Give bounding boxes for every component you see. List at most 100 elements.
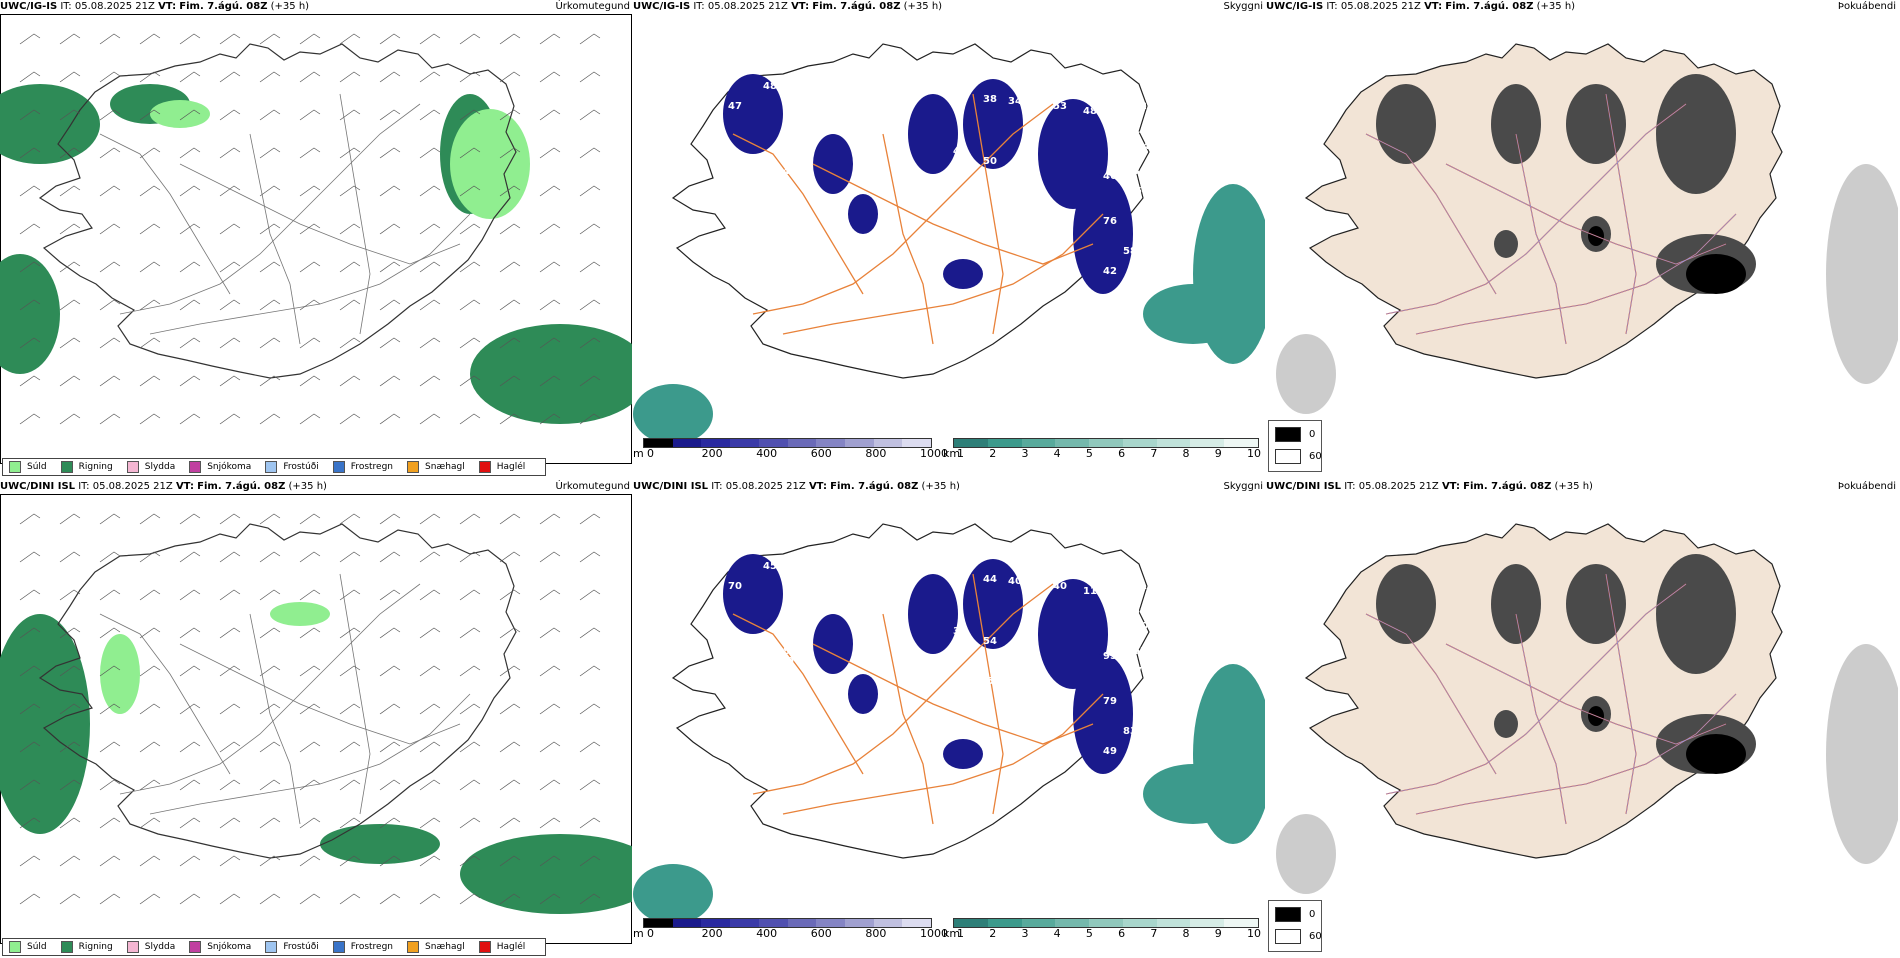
wind-barb bbox=[499, 665, 521, 677]
wind-barb bbox=[59, 337, 81, 349]
visibility-panel-dini: UWC/DINI ISL IT: 05.08.2025 21Z VT: Fim.… bbox=[633, 480, 1265, 958]
colorbar-step bbox=[816, 439, 845, 447]
ceiling-value-label: 83 bbox=[1123, 726, 1137, 737]
wind-barb bbox=[219, 147, 241, 159]
wind-barb bbox=[99, 413, 121, 425]
ceiling-value-label: 48 bbox=[763, 81, 777, 92]
wind-barb bbox=[219, 299, 241, 311]
field-area bbox=[813, 134, 853, 194]
wind-barb bbox=[179, 627, 201, 639]
wind-barb bbox=[59, 893, 81, 905]
lead-time: (+35 h) bbox=[921, 481, 960, 492]
colorbar-tick-label: 400 bbox=[756, 927, 778, 940]
road-line bbox=[1445, 643, 1727, 745]
coastline bbox=[671, 523, 1150, 859]
wind-barb bbox=[179, 855, 201, 867]
ceiling-value-label: 42 bbox=[1103, 266, 1117, 277]
wind-barb bbox=[219, 109, 241, 121]
wind-barb bbox=[139, 589, 161, 601]
road-line bbox=[732, 613, 864, 775]
ceiling-value-label: 42 bbox=[1143, 141, 1157, 152]
ceiling-value-label: 44 bbox=[798, 211, 812, 222]
ceiling-value-label: 80 bbox=[1243, 146, 1257, 157]
road-line bbox=[149, 693, 471, 815]
wind-barb bbox=[19, 589, 41, 601]
colorbar-unit: km bbox=[943, 447, 961, 460]
ceiling-value-label: 62 bbox=[1133, 646, 1147, 657]
wind-barb bbox=[19, 33, 41, 45]
ceiling-value-label: 45 bbox=[1173, 626, 1187, 637]
wind-barb bbox=[459, 741, 481, 753]
wind-barb bbox=[59, 261, 81, 273]
wind-barb bbox=[419, 33, 441, 45]
legend-label: Snjókoma bbox=[207, 942, 252, 952]
wind-barb bbox=[499, 299, 521, 311]
road-line bbox=[179, 643, 461, 745]
wind-barb bbox=[99, 337, 121, 349]
ceiling-value-label: 121 bbox=[1013, 681, 1034, 692]
wind-barb bbox=[59, 223, 81, 235]
legend-item: Snæhagl bbox=[407, 461, 465, 473]
field-area bbox=[0, 84, 100, 164]
wind-barb bbox=[339, 665, 361, 677]
colorbar-tick-label: 8 bbox=[1182, 447, 1190, 460]
legend-item: Frostúði bbox=[265, 941, 319, 953]
wind-barb bbox=[99, 817, 121, 829]
lead-time: (+35 h) bbox=[1554, 481, 1593, 492]
colorbar-tick-label: 5 bbox=[1085, 927, 1093, 940]
wind-barb bbox=[339, 223, 361, 235]
wind-barb bbox=[99, 261, 121, 273]
legend-item: 0 bbox=[1275, 427, 1315, 442]
wind-barb bbox=[259, 299, 281, 311]
field-area bbox=[1276, 814, 1336, 894]
wind-barb bbox=[379, 223, 401, 235]
field-area bbox=[723, 74, 783, 154]
wind-barb bbox=[139, 551, 161, 563]
colorbar-step bbox=[954, 439, 988, 447]
legend-swatch bbox=[265, 941, 278, 953]
wind-barb bbox=[259, 147, 281, 159]
ceiling-value-label: 72 bbox=[813, 716, 827, 727]
field-area bbox=[1566, 84, 1626, 164]
wind-barb bbox=[339, 261, 361, 273]
panel-header: UWC/DINI ISL IT: 05.08.2025 21Z VT: Fim.… bbox=[1266, 480, 1898, 494]
colorbar-step bbox=[758, 919, 788, 927]
ceiling-value-label: 40 bbox=[1008, 576, 1022, 587]
wind-barb bbox=[459, 703, 481, 715]
wind-barb bbox=[299, 703, 321, 715]
ceiling-value-label: 75 bbox=[783, 591, 797, 602]
fog-map bbox=[1266, 14, 1898, 462]
wind-barb bbox=[459, 375, 481, 387]
colorbar-tick-label: 0 bbox=[647, 447, 654, 460]
wind-barb bbox=[419, 109, 441, 121]
wind-barb bbox=[579, 589, 601, 601]
it-label: IT: bbox=[693, 1, 705, 12]
wind-barb bbox=[379, 375, 401, 387]
colorbar-tick-label: 400 bbox=[756, 447, 778, 460]
wind-barb bbox=[579, 337, 601, 349]
wind-barb bbox=[499, 703, 521, 715]
legend-item: Frostregn bbox=[332, 461, 393, 473]
road-line bbox=[1365, 613, 1497, 775]
wind-barb bbox=[579, 375, 601, 387]
model-name: UWC/DINI ISL bbox=[0, 481, 76, 492]
ceiling-value-label: 41 bbox=[1133, 126, 1147, 137]
colorbar-tick-label: 0 bbox=[647, 927, 654, 940]
ceiling-value-label: 84 bbox=[783, 646, 797, 657]
wind-barb bbox=[139, 299, 161, 311]
map-canvas bbox=[0, 33, 632, 425]
colorbar-step bbox=[730, 919, 759, 927]
colorbar-step bbox=[902, 919, 932, 927]
it-label: IT: bbox=[78, 481, 90, 492]
wind-barb bbox=[299, 337, 321, 349]
wind-barb bbox=[299, 893, 321, 905]
wind-barb bbox=[579, 147, 601, 159]
panel-header: UWC/DINI ISL IT: 05.08.2025 21Z VT: Fim.… bbox=[0, 480, 632, 494]
wind-barb bbox=[139, 513, 161, 525]
wind-barb bbox=[419, 147, 441, 159]
colorbar-step bbox=[1089, 439, 1123, 447]
legend-swatch bbox=[9, 461, 21, 473]
wind-barb bbox=[379, 589, 401, 601]
wind-barb bbox=[139, 627, 161, 639]
wind-barb bbox=[179, 109, 201, 121]
